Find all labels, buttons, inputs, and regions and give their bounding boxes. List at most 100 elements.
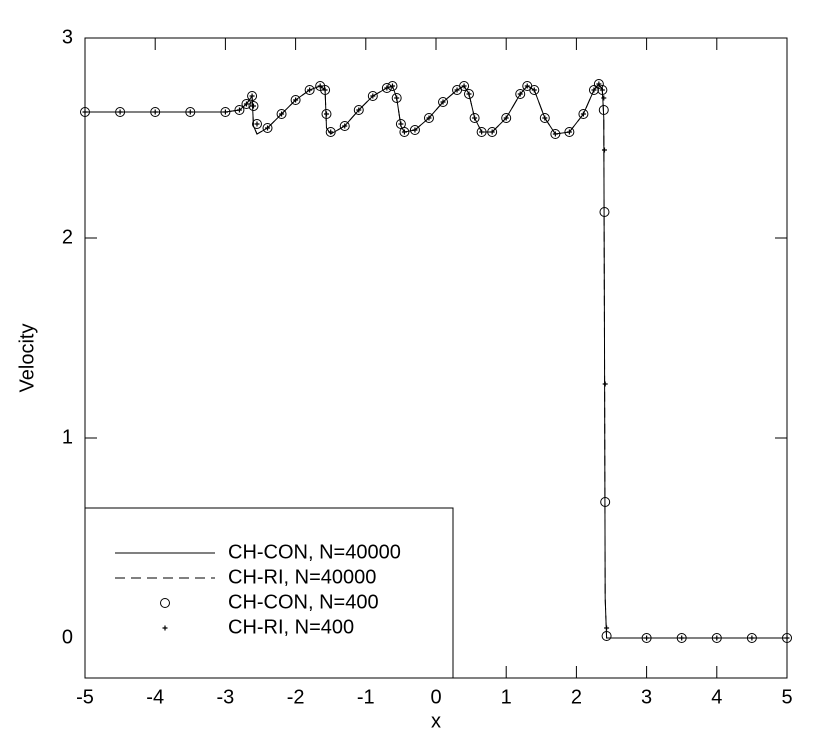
legend-label: CH-RI, N=40000 <box>228 566 376 588</box>
plus-marker <box>454 87 460 93</box>
circle-marker <box>391 93 402 103</box>
plus-marker <box>426 115 432 121</box>
plus-marker <box>323 111 329 117</box>
y-tick-label: 3 <box>62 26 73 48</box>
circle-marker <box>115 107 126 117</box>
x-tick-label: 4 <box>711 686 722 708</box>
x-tick-label: -5 <box>76 686 94 708</box>
legend-label: CH-CON, N=400 <box>228 591 379 613</box>
plus-marker <box>599 87 605 93</box>
plus-marker <box>440 99 446 105</box>
legend-label: CH-RI, N=400 <box>228 616 354 638</box>
circle-marker <box>459 81 470 91</box>
circle-marker <box>423 113 434 123</box>
plus-marker <box>249 93 255 99</box>
plus-marker <box>342 123 348 129</box>
legend-label: CH-CON, N=40000 <box>228 541 401 563</box>
circle-marker <box>593 79 604 89</box>
plus-marker <box>679 635 685 641</box>
legend-box <box>84 507 454 679</box>
circle-marker <box>304 85 315 95</box>
y-tick-label: 1 <box>62 426 73 448</box>
circle-marker <box>597 85 608 95</box>
circle-marker <box>262 123 273 133</box>
circle-marker <box>409 125 420 135</box>
circle-marker <box>276 109 287 119</box>
plus-marker <box>384 85 390 91</box>
plus-marker <box>317 83 323 89</box>
circle-marker <box>676 633 687 643</box>
plus-marker <box>602 381 608 387</box>
plus-marker <box>356 107 362 113</box>
circle-marker <box>290 95 301 105</box>
plus-marker <box>531 87 537 93</box>
plus-marker <box>596 81 602 87</box>
circle-marker <box>539 113 550 123</box>
plus-marker <box>489 129 495 135</box>
legend-marker <box>160 598 170 608</box>
circle-marker <box>150 107 161 117</box>
plus-marker <box>401 129 407 135</box>
plus-marker <box>591 87 597 93</box>
circle-marker <box>578 109 589 119</box>
plus-marker <box>552 131 558 137</box>
circle-marker <box>220 107 231 117</box>
circle-marker <box>438 97 449 107</box>
plus-marker <box>566 129 572 135</box>
plus-marker <box>517 91 523 97</box>
plus-marker <box>542 115 548 121</box>
circle-marker <box>782 633 792 643</box>
plus-marker <box>82 109 88 115</box>
plus-marker <box>412 127 418 133</box>
x-tick-label: 3 <box>641 686 652 708</box>
x-tick-label: 5 <box>781 686 792 708</box>
circle-marker <box>515 89 526 99</box>
circle-marker <box>247 91 258 101</box>
plus-marker <box>604 625 610 631</box>
x-axis-label: x <box>431 710 441 732</box>
y-axis-label: Velocity <box>16 324 38 393</box>
circle-marker <box>601 631 612 641</box>
plus-marker <box>293 97 299 103</box>
plus-marker <box>187 109 193 115</box>
circle-marker <box>320 85 331 95</box>
plus-marker <box>236 107 242 113</box>
circle-marker <box>248 101 259 111</box>
circle-marker <box>387 81 398 91</box>
circle-marker <box>746 633 757 643</box>
plus-marker <box>524 83 530 89</box>
plus-marker <box>117 109 123 115</box>
x-tick-label: -4 <box>146 686 164 708</box>
plus-marker <box>152 109 158 115</box>
plus-marker <box>580 111 586 117</box>
plus-marker <box>601 147 607 153</box>
plus-marker <box>254 121 260 127</box>
circle-marker <box>588 85 599 95</box>
plus-marker <box>466 91 472 97</box>
plus-marker <box>784 635 790 641</box>
plus-marker <box>472 115 478 121</box>
plus-marker <box>749 635 755 641</box>
circle-marker <box>80 107 90 117</box>
circle-marker <box>367 91 378 101</box>
x-tick-label: 2 <box>571 686 582 708</box>
y-tick-label: 2 <box>62 226 73 248</box>
x-tick-label: -1 <box>357 686 375 708</box>
legend-marker <box>162 625 168 631</box>
circle-marker <box>711 633 722 643</box>
plus-marker <box>250 103 256 109</box>
plus-marker <box>714 635 720 641</box>
circle-marker <box>529 85 540 95</box>
circle-marker <box>185 107 196 117</box>
circle-marker <box>487 127 498 137</box>
circle-marker <box>476 127 487 137</box>
circle-marker <box>234 105 245 115</box>
circle-marker <box>599 207 610 217</box>
circle-marker <box>564 127 575 137</box>
circle-marker <box>321 109 332 119</box>
y-tick-label: 0 <box>62 626 73 648</box>
plus-marker <box>328 129 334 135</box>
x-tick-label: -3 <box>217 686 235 708</box>
circle-marker <box>463 89 474 99</box>
